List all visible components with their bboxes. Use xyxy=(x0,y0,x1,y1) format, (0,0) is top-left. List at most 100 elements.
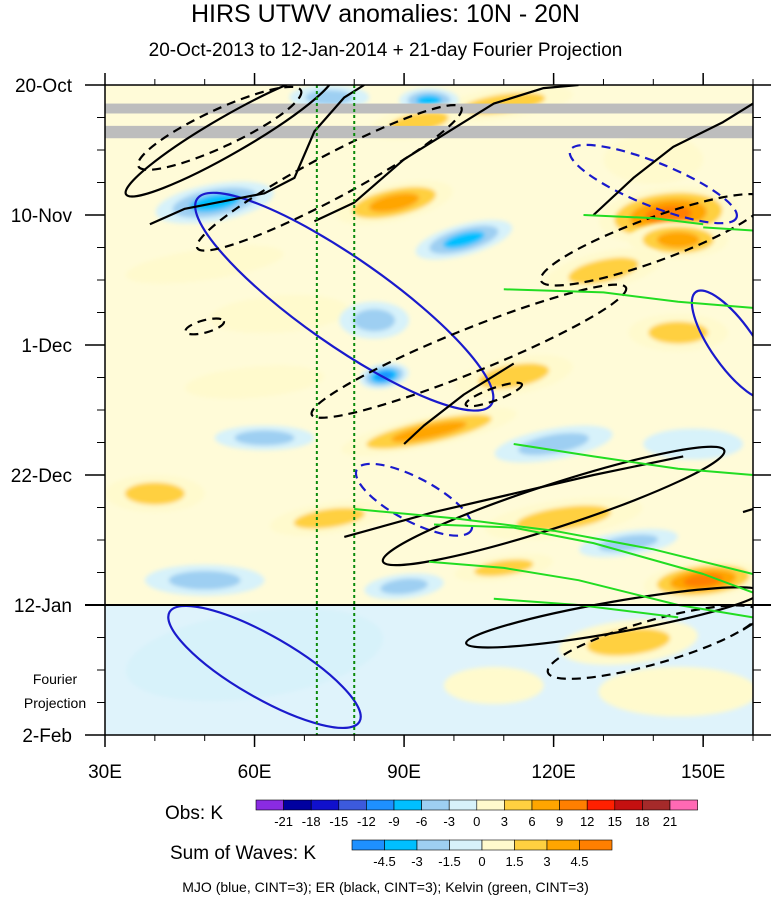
anomaly-level xyxy=(645,205,692,225)
anomaly-blob xyxy=(125,245,284,284)
er-contour xyxy=(592,102,753,216)
er-contour xyxy=(539,192,753,287)
er-contour xyxy=(344,455,684,538)
er-contour xyxy=(136,85,303,171)
anomaly-level xyxy=(416,95,442,106)
anomaly-blob xyxy=(415,220,513,260)
anomaly-blob xyxy=(126,607,384,702)
obs-scale-swatch xyxy=(669,799,698,811)
waves-scale-level-label: 1.5 xyxy=(505,854,523,869)
obs-scale-level-label: 0 xyxy=(473,814,480,829)
waves-scale-label: Sum of Waves: K xyxy=(170,843,317,864)
missing-data-bands xyxy=(105,103,753,139)
er-contour xyxy=(403,362,515,445)
anomaly-level xyxy=(568,257,639,284)
anomaly-blob xyxy=(359,363,409,389)
contour-legend-note: MJO (blue, CINT=3); ER (black, CINT=3); … xyxy=(182,879,589,895)
anomaly-level xyxy=(126,607,384,702)
x-tick-label: 150E xyxy=(681,762,725,783)
anomaly-blob xyxy=(339,301,410,339)
kelvin-contour xyxy=(503,288,753,309)
waves-scale-level-label: 4.5 xyxy=(570,854,588,869)
er-contour xyxy=(149,85,365,226)
obs-scale-level-label: 15 xyxy=(608,814,622,829)
waves-scale-level-label: 3 xyxy=(543,854,550,869)
anomaly-blob xyxy=(628,221,729,259)
er-contour xyxy=(184,317,226,336)
obs-scale-label: Obs: K xyxy=(165,803,224,824)
waves-scale-swatch xyxy=(579,839,613,851)
anomaly-blob xyxy=(544,248,663,293)
obs-scale-level-label: 6 xyxy=(528,814,535,829)
mjo-contour xyxy=(194,191,495,412)
anomaly-level xyxy=(598,666,753,717)
anomaly-blob xyxy=(185,365,325,399)
anomaly-level xyxy=(293,507,365,529)
projection-label: Projection xyxy=(24,695,86,711)
obs-scale-level-label: -3 xyxy=(443,814,455,829)
obs-scale-swatch xyxy=(559,799,588,811)
obs-scale-swatch xyxy=(366,799,395,811)
anomaly-level xyxy=(185,365,325,399)
y-tick-label: 20-Oct xyxy=(15,76,73,97)
x-tick-label: 120E xyxy=(531,762,575,783)
anomaly-blob xyxy=(454,354,573,397)
anomaly-level xyxy=(375,371,393,381)
missing-data-band xyxy=(105,125,753,139)
waves-scale-swatch xyxy=(416,839,450,851)
anomaly-blob xyxy=(364,573,444,600)
waves-scale-swatch xyxy=(384,839,418,851)
waves-scale-level-label: -1.5 xyxy=(438,854,460,869)
obs-scale-level-label: -15 xyxy=(329,814,348,829)
y-tick-label: 22-Dec xyxy=(11,466,72,487)
er-contour xyxy=(546,604,753,680)
er-contour xyxy=(464,381,524,408)
er-contour xyxy=(742,507,753,514)
er-contour xyxy=(124,85,335,198)
waves-scale-swatch xyxy=(546,839,580,851)
waves-scale-swatch xyxy=(514,839,548,851)
anomaly-level xyxy=(648,321,709,344)
anomaly-level xyxy=(443,666,544,705)
obs-scale-swatch xyxy=(476,799,505,811)
obs-scale-level-label: -6 xyxy=(416,814,428,829)
anomaly-blob xyxy=(494,425,613,463)
obs-scale-level-label: -18 xyxy=(302,814,321,829)
y-tick-label: 1-Dec xyxy=(21,336,72,357)
obs-scale-swatch xyxy=(338,799,367,811)
kelvin-contour xyxy=(433,523,753,594)
waves-scale-swatch xyxy=(351,839,385,851)
chart-subtitle: 20-Oct-2013 to 12-Jan-2014 + 21-day Four… xyxy=(148,40,623,61)
waves-scale-level-label: -3 xyxy=(411,854,423,869)
anomaly-blob xyxy=(341,407,517,456)
anomaly-level xyxy=(368,193,420,213)
obs-scale-swatch xyxy=(255,799,284,811)
kelvin-contour xyxy=(703,226,753,232)
mjo-contour xyxy=(568,143,738,225)
obs-scale-swatch xyxy=(531,799,560,811)
anomaly-level xyxy=(478,363,550,389)
anomaly-level xyxy=(656,231,700,248)
er-contour xyxy=(313,85,579,223)
obs-scale-swatch xyxy=(504,799,533,811)
mjo-contour xyxy=(354,462,474,537)
anomaly-level xyxy=(168,570,241,590)
obs-scale-swatch xyxy=(421,799,450,811)
obs-scale-swatch xyxy=(310,799,340,811)
anomaly-level xyxy=(125,245,284,284)
reference-lines xyxy=(315,85,356,735)
x-tick-label: 60E xyxy=(238,762,272,783)
anomaly-blob xyxy=(443,666,544,705)
obs-scale-swatch xyxy=(393,799,422,811)
anomaly-level xyxy=(391,421,467,442)
obs-scale-swatch xyxy=(448,799,478,811)
obs-scale-swatch xyxy=(614,799,643,811)
waves-scale-swatch xyxy=(481,839,515,851)
anomaly-blob xyxy=(214,425,315,451)
anomaly-blob xyxy=(628,314,729,352)
obs-scale-level-label: -9 xyxy=(388,814,400,829)
waves-scale-level-label: -4.5 xyxy=(373,854,395,869)
anomaly-level xyxy=(443,231,485,249)
obs-scale-swatch xyxy=(283,799,312,811)
projection-label: Fourier xyxy=(33,671,78,687)
